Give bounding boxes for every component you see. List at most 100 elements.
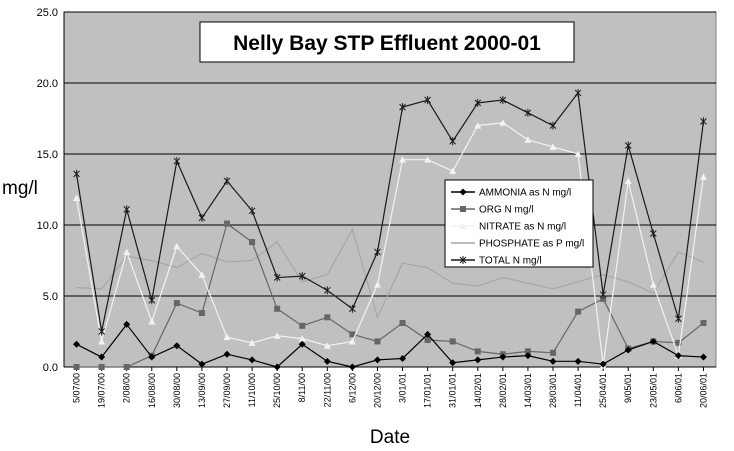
data-point (198, 360, 206, 368)
data-point (298, 272, 306, 281)
data-point (223, 350, 231, 358)
data-point (599, 360, 607, 368)
data-point (223, 176, 231, 185)
data-point (459, 188, 467, 196)
data-point (460, 206, 466, 212)
series-lines (73, 88, 707, 371)
data-point (73, 364, 80, 370)
legend-label: NITRATE as N mg/l (479, 222, 566, 233)
data-point (348, 363, 356, 371)
data-point (399, 354, 407, 362)
data-point (273, 273, 281, 282)
data-point (73, 169, 80, 178)
data-point (349, 331, 356, 338)
x-tick-label: 2/08/00 (122, 373, 132, 403)
x-tick-label: 16/08/00 (147, 373, 157, 408)
data-point (699, 173, 707, 180)
x-tick-label: 6/12/00 (347, 373, 357, 403)
series-ammonia-as-n-mg-l (73, 320, 707, 371)
data-point (674, 352, 682, 360)
series-line (75, 91, 705, 332)
data-point (424, 156, 432, 163)
data-point (123, 320, 131, 328)
legend-item: AMMONIA as N mg/l (451, 188, 571, 199)
data-point (700, 319, 707, 326)
data-point (173, 157, 181, 166)
data-point (424, 96, 431, 105)
data-point (549, 121, 557, 130)
data-point (550, 349, 556, 356)
data-point (499, 96, 507, 105)
data-point (98, 327, 105, 336)
data-point (624, 177, 632, 184)
data-point (449, 167, 457, 175)
chart-title-background (199, 21, 575, 63)
x-tick-label: 17/01/01 (423, 373, 433, 408)
data-point (173, 342, 181, 350)
data-point (198, 213, 206, 222)
data-point (148, 353, 156, 361)
x-tick-label: 13/09/00 (197, 373, 207, 408)
data-point (98, 353, 106, 361)
data-point (298, 340, 306, 348)
data-point (98, 337, 106, 345)
data-point (73, 340, 81, 348)
data-point (123, 248, 131, 255)
data-point (324, 314, 331, 321)
legend-label: TOTAL N mg/l (479, 256, 542, 267)
data-point (374, 338, 381, 345)
data-point (373, 281, 381, 288)
x-tick-label: 28/02/01 (498, 373, 508, 408)
data-point (123, 364, 130, 370)
data-point (700, 117, 707, 126)
legend-item: NITRATE as N mg/l (451, 222, 566, 233)
data-point (399, 156, 407, 163)
data-point (675, 339, 682, 346)
data-point (173, 242, 181, 250)
legend-item: TOTAL N mg/l (451, 256, 542, 267)
legend-item: PHOSPHATE as P mg/l (451, 239, 584, 250)
legend-label: ORG N mg/l (479, 205, 533, 216)
series-line (76, 323, 704, 368)
legend-item: ORG N mg/l (451, 205, 533, 216)
data-point (574, 150, 582, 157)
x-tick-label: 5/07/00 (72, 373, 82, 403)
data-point (198, 271, 206, 278)
legend: AMMONIA as N mg/l ORG N mg/l NITRATE as N … (444, 179, 594, 268)
data-point (173, 300, 180, 307)
y-tick-label: 15.0 (37, 149, 58, 161)
data-point (249, 239, 256, 246)
x-tick-label: 3/01/01 (398, 373, 408, 403)
data-point (248, 339, 256, 346)
data-point (449, 359, 457, 367)
y-tick-label: 20.0 (37, 78, 58, 90)
x-tick-label: 25/10/00 (272, 373, 282, 408)
data-point (273, 332, 281, 339)
data-point (474, 122, 482, 129)
data-point (73, 194, 81, 202)
x-tick-label: 14/03/01 (523, 373, 533, 408)
data-point (198, 310, 205, 317)
data-point (224, 220, 230, 227)
y-axis-ticks: 0.0 5.0 10.0 15.0 20.0 25.0 (37, 7, 58, 374)
data-point (675, 314, 682, 323)
data-point (524, 136, 532, 143)
series-line (75, 122, 705, 366)
data-point (148, 318, 156, 325)
data-point (624, 346, 632, 354)
data-point (399, 103, 406, 112)
legend-box (444, 179, 594, 268)
x-tick-label: 19/07/00 (97, 373, 107, 408)
y-tick-label: 5.0 (43, 291, 58, 303)
data-point (123, 205, 131, 214)
x-tick-label: 25/04/01 (598, 373, 608, 408)
x-tick-label: 9/05/01 (623, 373, 633, 403)
data-point (574, 357, 582, 365)
data-point (474, 98, 482, 107)
legend-label: AMMONIA as N mg/l (479, 188, 571, 199)
series-total-n-mg-l (73, 88, 707, 336)
y-tick-label: 0.0 (43, 362, 58, 374)
data-point (248, 356, 256, 364)
data-point (624, 141, 632, 150)
